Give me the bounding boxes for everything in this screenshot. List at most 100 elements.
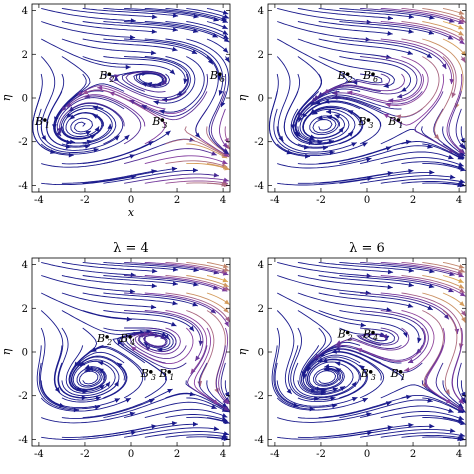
streamline — [317, 356, 367, 399]
stream-arrow — [211, 151, 217, 156]
stream-arrow — [366, 157, 372, 162]
stream-arrow — [334, 346, 340, 352]
stream-arrow — [331, 403, 338, 409]
streamline — [65, 112, 104, 137]
stream-arrow — [335, 368, 342, 373]
stream-arrow — [224, 316, 230, 322]
fixed-point-label: B — [158, 367, 167, 380]
streamline — [401, 181, 464, 185]
stream-arrow — [382, 334, 387, 340]
streamline — [339, 310, 420, 344]
streamline — [360, 275, 454, 293]
streamline — [273, 108, 335, 155]
stream-arrow — [323, 88, 330, 94]
stream-arrow — [223, 307, 229, 313]
y-tick-label: 4 — [22, 260, 28, 271]
streamline — [72, 360, 106, 390]
streamline — [62, 108, 103, 139]
streamline — [82, 275, 179, 285]
streamline — [297, 292, 392, 311]
streamline — [339, 275, 435, 288]
streamline — [123, 401, 217, 419]
streamline — [297, 401, 392, 419]
stream-arrow — [224, 299, 230, 305]
x-tick-label: -4 — [34, 195, 44, 206]
streamline — [360, 261, 455, 276]
x-tick-label: -2 — [316, 449, 326, 460]
stream-arrow — [151, 29, 157, 34]
stream-arrow — [129, 411, 136, 417]
streamline — [297, 362, 354, 396]
stream-arrow — [171, 166, 178, 172]
x-tick-label: 4 — [456, 449, 462, 460]
streamline — [292, 73, 323, 144]
streamline — [103, 7, 199, 18]
stream-arrow — [329, 150, 335, 156]
streamline — [297, 310, 332, 377]
streamline — [186, 397, 228, 413]
stream-arrow — [171, 321, 177, 327]
stream-arrow — [326, 114, 332, 120]
stream-arrow — [441, 63, 447, 69]
streamline — [310, 94, 402, 110]
streamline — [186, 143, 228, 159]
fixed-point-marker — [345, 72, 350, 76]
stream-arrow — [408, 268, 414, 273]
streamline — [314, 337, 402, 360]
streamline — [339, 171, 435, 184]
streamline — [97, 87, 187, 115]
stream-arrow — [317, 357, 324, 363]
fixed-point-label: B — [337, 328, 346, 341]
fixed-point-label: B — [34, 115, 43, 128]
stream-arrow — [458, 278, 464, 283]
streamline — [318, 140, 412, 165]
fixed-point-marker — [160, 118, 165, 122]
stream-arrow — [172, 27, 178, 32]
streamline — [331, 351, 385, 399]
streamline — [290, 327, 320, 400]
stream-arrow — [89, 134, 96, 140]
streamline — [380, 21, 465, 45]
stream-arrow — [117, 339, 123, 345]
stream-arrow — [59, 402, 65, 408]
streamline — [186, 261, 230, 272]
stream-arrow — [223, 436, 229, 441]
stream-arrow — [310, 387, 316, 393]
stream-arrow — [303, 144, 310, 150]
streamline — [318, 21, 414, 33]
stream-arrow — [224, 56, 230, 63]
streamline — [40, 310, 64, 393]
streamline — [301, 100, 382, 127]
y-tick-label: -2 — [18, 391, 28, 402]
streamline — [186, 162, 230, 171]
stream-arrow — [314, 396, 320, 401]
stream-arrow — [87, 366, 93, 372]
stream-arrow — [323, 366, 330, 371]
stream-arrow — [458, 148, 464, 154]
stream-arrow — [198, 340, 204, 346]
streamline — [312, 108, 356, 145]
stream-arrow — [161, 80, 167, 85]
stream-arrow — [169, 69, 175, 75]
fixed-point-label: B — [362, 328, 371, 341]
stream-arrow — [223, 263, 229, 269]
streamline — [318, 359, 360, 399]
x-tick-label: -2 — [80, 195, 90, 206]
stream-arrow — [221, 435, 227, 441]
streamline — [40, 327, 65, 407]
streamline — [446, 73, 464, 154]
stream-arrow — [458, 165, 465, 170]
y-tick-label: -2 — [254, 391, 264, 402]
stream-arrow — [171, 421, 178, 426]
stream-arrow — [308, 140, 314, 146]
stream-arrow — [286, 388, 292, 394]
stream-arrow — [428, 283, 435, 289]
streamline — [339, 145, 433, 165]
streamline — [58, 327, 87, 399]
stream-arrow — [93, 147, 99, 153]
streamline — [124, 56, 189, 96]
streamline — [448, 91, 466, 155]
stream-arrow — [332, 95, 338, 100]
streamline — [124, 21, 218, 38]
